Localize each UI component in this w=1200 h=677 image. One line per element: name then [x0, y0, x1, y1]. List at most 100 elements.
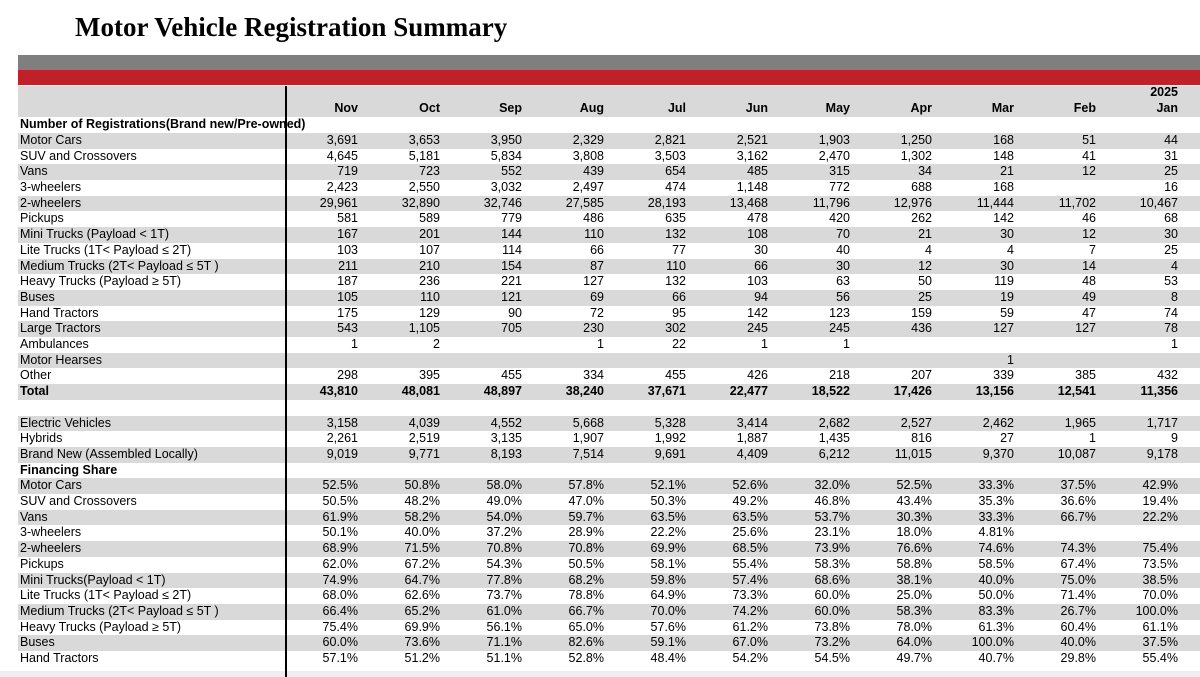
cell-value: 10,467 — [1139, 195, 1178, 210]
cell-value: 66 — [672, 289, 686, 304]
cell-value: 66.7% — [568, 603, 604, 618]
cell-value: 59 — [1000, 305, 1014, 320]
cell-value: 50.8% — [404, 478, 440, 493]
cell-value: 4 — [925, 242, 932, 257]
cell-value: 47.0% — [568, 494, 604, 508]
cell-value: 439 — [583, 164, 604, 179]
cell-value: 64.9% — [650, 588, 686, 603]
cell-value: 779 — [501, 211, 522, 226]
row-label: Vans — [20, 509, 48, 524]
cell-value: 2,423 — [326, 180, 358, 194]
cell-value: 74.6% — [978, 541, 1014, 556]
row-shade — [18, 635, 1200, 651]
row-label: Heavy Trucks (Payload ≥ 5T) — [20, 619, 182, 634]
cell-value: 7 — [1089, 242, 1096, 257]
cell-value: 41 — [1082, 148, 1096, 163]
cell-value: 1 — [843, 337, 850, 351]
cell-value: 3,162 — [736, 148, 768, 163]
cell-value: 688 — [911, 180, 932, 194]
cell-value: 1,250 — [900, 132, 932, 147]
cell-value: 60.0% — [814, 588, 850, 603]
cell-value: 4 — [1007, 242, 1014, 257]
cell-value: 37.5% — [1060, 478, 1096, 493]
cell-value: 144 — [501, 227, 522, 242]
row-label: Ambulances — [20, 337, 89, 351]
cell-value: 37,671 — [647, 384, 686, 399]
cell-value: 108 — [747, 227, 768, 242]
cell-value: 2,462 — [982, 415, 1014, 430]
cell-value: 48.4% — [650, 651, 686, 665]
cell-value: 55.4% — [732, 556, 768, 571]
cell-value: 62.0% — [322, 556, 358, 571]
cell-value: 90 — [508, 305, 522, 320]
cell-value: 5,181 — [408, 148, 440, 163]
cell-value: 719 — [337, 164, 358, 179]
cell-value: 114 — [502, 242, 522, 257]
cell-value: 58.2% — [404, 509, 440, 524]
cell-value: 40.0% — [978, 572, 1014, 587]
cell-value: 110 — [584, 227, 604, 242]
cell-value: 94 — [754, 289, 768, 304]
cell-value: 74 — [1164, 305, 1178, 320]
cell-value: 14 — [1082, 258, 1096, 273]
cell-value: 245 — [747, 321, 768, 336]
cell-value: 46 — [1082, 211, 1096, 226]
cell-value: 21 — [1000, 164, 1014, 179]
accent-band — [18, 70, 1200, 85]
cell-value: 33.3% — [978, 478, 1014, 493]
cell-value: 49.7% — [896, 651, 932, 665]
cell-value: 100.0% — [1135, 603, 1178, 618]
cell-value: 61.2% — [732, 619, 768, 634]
cell-value: 75.4% — [1142, 541, 1178, 556]
cell-value: 52.6% — [732, 478, 768, 493]
cell-value: 60.0% — [322, 635, 358, 650]
cell-value: 11,796 — [812, 195, 850, 210]
cell-value: 129 — [419, 305, 440, 320]
cell-value: 63.5% — [732, 509, 768, 524]
cell-value: 52.5% — [322, 478, 358, 493]
cell-value: 47 — [1082, 305, 1096, 320]
row-label: Hand Tractors — [20, 651, 99, 665]
column-header: Jan — [1156, 101, 1178, 115]
cell-value: 3,950 — [490, 132, 522, 147]
cell-value: 2,521 — [736, 132, 768, 147]
cell-value: 57.6% — [650, 619, 686, 634]
cell-value: 236 — [419, 274, 440, 289]
cell-value: 1 — [1089, 431, 1096, 446]
cell-value: 207 — [911, 368, 932, 383]
cell-value: 218 — [829, 368, 850, 383]
cell-value: 543 — [337, 321, 358, 336]
cell-value: 22 — [672, 337, 686, 351]
row-label: Lite Trucks (1T< Payload ≤ 2T) — [20, 588, 192, 603]
cell-value: 65.2% — [404, 603, 440, 618]
cell-value: 76.6% — [896, 541, 932, 556]
cell-value: 58.5% — [978, 556, 1014, 571]
cell-value: 3,158 — [326, 415, 358, 430]
cell-value: 30.3% — [896, 509, 932, 524]
cell-value: 1 — [351, 337, 358, 351]
cell-value: 142 — [747, 305, 768, 320]
cell-value: 211 — [338, 258, 358, 273]
cell-value: 18,522 — [811, 384, 850, 399]
cell-value: 175 — [337, 305, 358, 320]
year-label: 2025 — [1150, 85, 1178, 99]
cell-value: 71.5% — [404, 541, 440, 556]
cell-value: 73.3% — [732, 588, 768, 603]
cell-value: 635 — [665, 211, 686, 226]
cell-value: 30 — [754, 242, 768, 257]
cell-value: 28.9% — [568, 525, 604, 540]
cell-value: 56.1% — [486, 619, 522, 634]
cell-value: 132 — [665, 227, 686, 242]
cell-value: 420 — [829, 211, 850, 226]
cell-value: 82.6% — [568, 635, 604, 650]
column-divider — [285, 86, 287, 677]
cell-value: 30 — [1000, 258, 1014, 273]
cell-value: 73.7% — [486, 588, 522, 603]
cell-value: 3,135 — [490, 431, 522, 446]
cell-value: 426 — [747, 368, 768, 383]
cell-value: 61.3% — [978, 619, 1014, 634]
row-shade — [18, 415, 1200, 432]
cell-value: 132 — [665, 274, 686, 289]
cell-value: 5,328 — [654, 415, 686, 430]
cell-value: 816 — [911, 431, 932, 446]
